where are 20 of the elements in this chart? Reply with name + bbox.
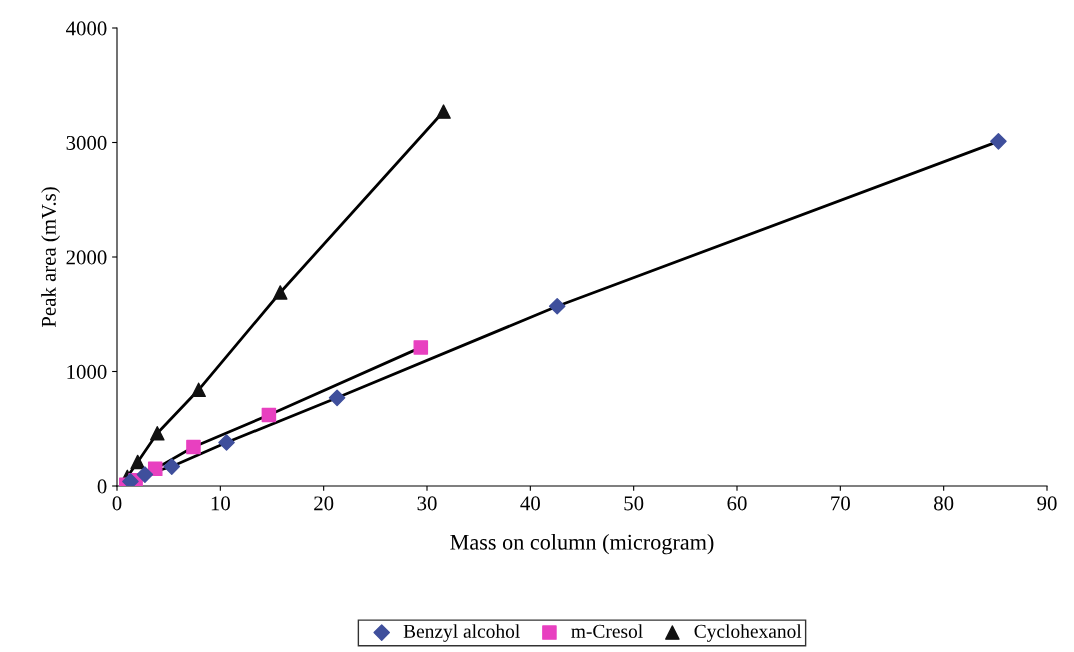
- y-tick-label: 4000: [66, 21, 107, 36]
- x-tick-label: 80: [934, 496, 954, 511]
- x-tick-label: 40: [520, 496, 540, 511]
- x-tick-label: 50: [624, 496, 644, 511]
- x-tick-label: 20: [314, 496, 334, 511]
- x-tick-label: 60: [727, 496, 747, 511]
- legend-label: m-Cresol: [571, 624, 643, 638]
- x-tick-label: 30: [417, 496, 437, 511]
- x-tick-label: 90: [1037, 496, 1057, 511]
- y-tick-label: 0: [97, 479, 107, 494]
- x-axis-title: Mass on column (microgram): [450, 534, 714, 555]
- y-tick-label: 2000: [66, 250, 107, 265]
- y-tick-label: 1000: [67, 364, 107, 379]
- y-tick-label: 3000: [66, 135, 107, 150]
- x-tick-label: 0: [112, 496, 122, 511]
- x-tick-label: 10: [211, 496, 230, 511]
- x-tick-label: 70: [831, 496, 850, 511]
- legend-label: Cyclohexanol: [694, 624, 802, 642]
- legend-label: Benzyl alcohol: [403, 624, 520, 642]
- y-axis-title: Peak area (mV.s): [41, 187, 61, 328]
